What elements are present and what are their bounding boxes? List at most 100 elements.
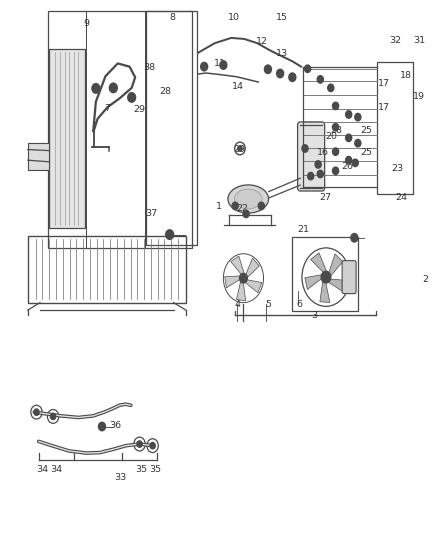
- Circle shape: [110, 83, 117, 93]
- Polygon shape: [245, 258, 259, 278]
- Circle shape: [128, 93, 136, 102]
- Text: 28: 28: [160, 86, 172, 95]
- Polygon shape: [311, 253, 327, 273]
- Polygon shape: [328, 254, 343, 277]
- Text: 20: 20: [325, 132, 338, 141]
- Circle shape: [328, 84, 334, 92]
- Text: 5: 5: [265, 300, 271, 309]
- Text: 17: 17: [378, 102, 390, 111]
- Text: 4: 4: [235, 300, 241, 309]
- Bar: [28, 143, 49, 169]
- Bar: [377, 62, 413, 193]
- Circle shape: [346, 157, 352, 164]
- Circle shape: [352, 159, 358, 166]
- Text: 11: 11: [214, 59, 226, 68]
- Text: 3: 3: [311, 311, 317, 320]
- Circle shape: [355, 140, 361, 147]
- Text: 34: 34: [50, 465, 63, 474]
- Circle shape: [315, 161, 321, 168]
- Circle shape: [355, 114, 361, 121]
- Circle shape: [150, 442, 155, 449]
- Text: 25: 25: [360, 148, 373, 157]
- Circle shape: [34, 409, 39, 415]
- Text: 35: 35: [136, 465, 148, 474]
- FancyBboxPatch shape: [297, 122, 325, 191]
- Polygon shape: [231, 256, 244, 275]
- Bar: [146, 11, 197, 245]
- Text: 25: 25: [360, 126, 373, 135]
- Text: 1: 1: [216, 202, 222, 211]
- Circle shape: [50, 413, 56, 419]
- Text: 8: 8: [169, 13, 175, 22]
- Circle shape: [304, 65, 311, 72]
- Circle shape: [220, 61, 227, 69]
- Circle shape: [92, 84, 100, 93]
- Polygon shape: [237, 280, 246, 301]
- Text: 6: 6: [296, 300, 302, 309]
- Circle shape: [332, 124, 339, 131]
- Text: 24: 24: [396, 193, 407, 202]
- Text: 10: 10: [228, 13, 240, 22]
- Polygon shape: [327, 279, 347, 292]
- Text: 22: 22: [236, 204, 248, 213]
- Bar: [49, 49, 85, 228]
- Bar: [48, 11, 192, 248]
- Text: 31: 31: [413, 36, 425, 45]
- Circle shape: [332, 167, 339, 174]
- Circle shape: [258, 202, 265, 209]
- Text: 26: 26: [341, 161, 353, 171]
- Circle shape: [238, 146, 242, 151]
- Circle shape: [302, 145, 308, 152]
- Circle shape: [166, 230, 173, 239]
- Text: 16: 16: [318, 148, 329, 157]
- Circle shape: [243, 210, 249, 217]
- Circle shape: [332, 102, 339, 110]
- Text: 14: 14: [232, 82, 244, 91]
- Circle shape: [317, 76, 323, 83]
- Text: 38: 38: [143, 63, 155, 71]
- Bar: [292, 237, 358, 311]
- Circle shape: [99, 422, 106, 431]
- Circle shape: [346, 111, 352, 118]
- Text: 7: 7: [105, 104, 111, 113]
- Text: 2: 2: [422, 274, 428, 284]
- Circle shape: [307, 172, 314, 180]
- Text: 12: 12: [256, 37, 268, 46]
- Text: 32: 32: [389, 36, 401, 45]
- Text: 9: 9: [84, 19, 90, 28]
- Text: 19: 19: [413, 92, 424, 101]
- Polygon shape: [225, 276, 241, 288]
- Circle shape: [232, 202, 238, 209]
- Text: 36: 36: [110, 422, 122, 431]
- Text: 34: 34: [36, 465, 48, 474]
- Text: 17: 17: [378, 78, 390, 87]
- Circle shape: [201, 62, 208, 71]
- Text: 37: 37: [145, 209, 157, 218]
- Text: 33: 33: [114, 473, 126, 482]
- Text: 23: 23: [391, 164, 403, 173]
- Text: 29: 29: [134, 105, 145, 114]
- Circle shape: [240, 273, 247, 283]
- Circle shape: [332, 148, 339, 156]
- Text: 28: 28: [330, 126, 342, 135]
- Circle shape: [289, 73, 296, 82]
- Text: 21: 21: [297, 225, 309, 235]
- Text: 18: 18: [400, 70, 412, 79]
- Ellipse shape: [228, 185, 268, 213]
- Bar: [28, 236, 186, 303]
- Text: 27: 27: [319, 193, 331, 202]
- Circle shape: [346, 134, 352, 142]
- Circle shape: [137, 441, 142, 447]
- Text: 29: 29: [233, 145, 246, 154]
- Text: 15: 15: [276, 13, 288, 22]
- Circle shape: [321, 271, 331, 283]
- Circle shape: [277, 69, 284, 78]
- Text: 13: 13: [276, 50, 288, 58]
- Polygon shape: [320, 280, 330, 302]
- Text: 35: 35: [150, 465, 162, 474]
- Circle shape: [317, 170, 323, 177]
- Circle shape: [351, 233, 358, 242]
- Ellipse shape: [234, 189, 262, 209]
- Polygon shape: [244, 280, 262, 293]
- Circle shape: [265, 65, 272, 74]
